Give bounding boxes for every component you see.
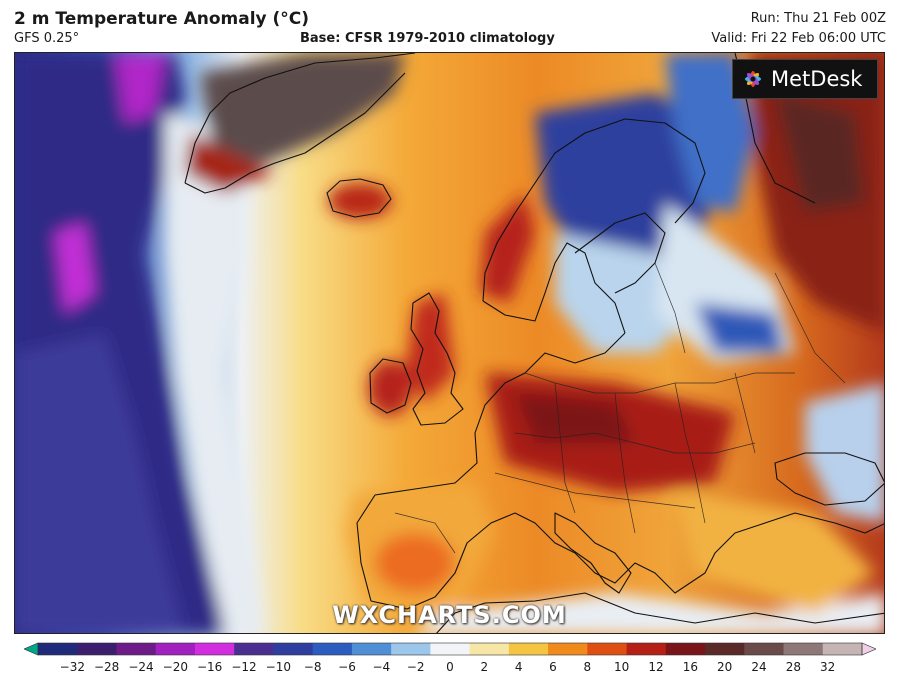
colorbar-strip: [23, 642, 877, 656]
colorbar-segment: [273, 643, 314, 655]
colorbar-segment: [626, 643, 667, 655]
colorbar-segment: [77, 643, 117, 655]
colorbar-high-arrow: [861, 642, 877, 656]
colorbar-tick-label: 10: [614, 660, 630, 674]
colorbar-tick-label: 20: [717, 660, 733, 674]
colorbar-tick-label: 0: [446, 660, 454, 674]
colorbar-tick-label: −16: [196, 660, 223, 674]
britain-coast: [410, 292, 464, 426]
colorbar-tick-label: −12: [231, 660, 257, 674]
colorbar-tick-label: 24: [751, 660, 767, 674]
colorbar-tick-label: −6: [338, 660, 356, 674]
colorbar-tick-label: −20: [162, 660, 188, 674]
colorbar-segment: [312, 643, 353, 655]
iceland-coast: [326, 178, 392, 218]
colorbar-low-arrow: [23, 642, 39, 656]
metdesk-logo-text: MetDesk: [771, 67, 863, 91]
africa-coast: [436, 592, 884, 633]
black-sea-coast: [774, 452, 884, 506]
colorbar-segment: [783, 643, 824, 655]
anomaly-map-canvas: [15, 53, 884, 633]
colorbar-tick-label: 12: [648, 660, 664, 674]
europe-coast: [356, 332, 884, 610]
anomaly-field-patches: [15, 53, 884, 633]
metdesk-logo: MetDesk: [732, 59, 878, 99]
colorbar-segment: [38, 643, 78, 655]
base-climatology-label: Base: CFSR 1979-2010 climatology: [300, 31, 555, 46]
colorbar-tick-label: −8: [303, 660, 322, 674]
colorbar-tick-label: 28: [785, 660, 801, 674]
colorbar-segment: [548, 643, 588, 655]
colorbar-segment: [744, 643, 785, 655]
colorbar-tick-label: −10: [265, 660, 291, 674]
colorbar-segment: [587, 643, 628, 655]
colorbar-segment: [391, 643, 431, 655]
ireland-coast: [369, 358, 412, 414]
colorbar-tick-label: −28: [93, 660, 120, 674]
colorbar-segment: [194, 643, 235, 655]
colorbar-tick-label: 8: [583, 660, 592, 674]
colorbar-segment: [705, 643, 745, 655]
colorbar-segment: [430, 643, 471, 655]
greenland-coast: [184, 53, 416, 184]
colorbar-tick-label: 2: [480, 660, 489, 674]
colorbar-segment: [351, 643, 392, 655]
colorbar-segment: [469, 643, 510, 655]
colorbar-segment: [822, 643, 863, 655]
colorbar-tick-label: 4: [514, 660, 523, 674]
wxcharts-watermark: WXCHARTS.COM: [332, 601, 567, 629]
anomaly-map: MetDesk WXCHARTS.COM: [14, 52, 885, 634]
colorbar-outline: [37, 642, 863, 656]
metdesk-flower-icon: [745, 71, 761, 87]
colorbar-tick-label: 6: [549, 660, 557, 674]
colorbar-segment: [155, 643, 196, 655]
colorbar-segment: [665, 643, 706, 655]
coastlines: [184, 53, 884, 633]
italy-coast: [554, 512, 632, 594]
scandinavia-coast: [482, 118, 706, 302]
colorbar-tick-label: −32: [59, 660, 85, 674]
colorbar-segment: [234, 643, 274, 655]
run-time-label: Run: Thu 21 Feb 00Z: [750, 11, 886, 26]
model-label: GFS 0.25°: [14, 31, 80, 46]
greenland-south-coast: [184, 72, 406, 194]
colorbar-tick-label: 16: [682, 660, 698, 674]
valid-time-label: Valid: Fri 22 Feb 06:00 UTC: [711, 31, 886, 46]
colorbar-tick-label: −4: [372, 660, 391, 674]
colorbar: −32 −28 −24 −20 −16 −12 −10 −8 −6 −4 −2 0 2 4 6 8 10 12 16…: [23, 640, 877, 680]
colorbar-segment: [116, 643, 157, 655]
finland-coast: [574, 212, 666, 294]
country-borders: [394, 262, 846, 554]
colorbar-tick-label: 32: [820, 660, 836, 674]
colorbar-segment: [508, 643, 549, 655]
map-title: 2 m Temperature Anomaly (°C): [14, 9, 310, 29]
sweden-coast: [482, 242, 626, 334]
colorbar-tick-label: −24: [128, 660, 154, 674]
colorbar-tick-label: −2: [406, 660, 425, 674]
